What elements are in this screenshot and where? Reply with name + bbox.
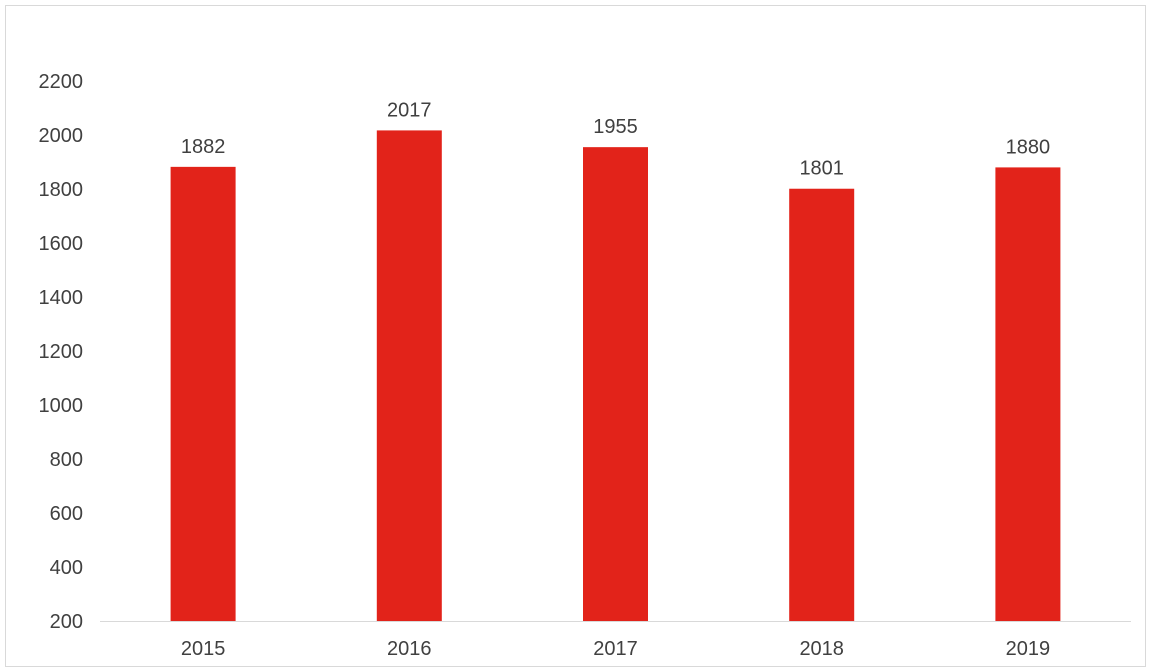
data-label-2019: 1880: [1006, 136, 1051, 158]
x-tick-label-2016: 2016: [387, 638, 432, 660]
bars: [170, 130, 1061, 622]
data-label-2017: 1955: [593, 116, 638, 138]
y-tick-label: 600: [50, 503, 83, 525]
y-tick-label: 2200: [39, 71, 84, 93]
y-tick-label: 1200: [39, 341, 84, 363]
data-labels: 1882 2017 1955 1801 1880: [181, 99, 1050, 179]
x-tick-label-2015: 2015: [181, 638, 226, 660]
x-tick-label-2017: 2017: [593, 638, 638, 660]
y-tick-label: 1800: [39, 179, 84, 201]
x-tick-label-2018: 2018: [799, 638, 844, 660]
y-tick-label: 800: [50, 449, 83, 471]
bar-2018: [789, 188, 855, 622]
bar-2015: [170, 166, 236, 622]
y-tick-label: 1400: [39, 287, 84, 309]
y-tick-label: 1000: [39, 395, 84, 417]
y-axis-labels: 200 400 600 800 1000 1200 1400 1600 1800 2000 2200: [39, 71, 84, 633]
y-tick-label: 400: [50, 557, 83, 579]
y-tick-label: 2000: [39, 125, 84, 147]
y-tick-label: 1600: [39, 233, 84, 255]
x-axis-labels: 2015 2016 2017 2018 2019: [181, 638, 1050, 660]
data-label-2015: 1882: [181, 136, 226, 158]
y-tick-label: 200: [50, 611, 83, 633]
x-tick-label-2019: 2019: [1006, 638, 1051, 660]
bar-2016: [376, 130, 442, 621]
bar-2019: [995, 167, 1061, 621]
bar-2017: [583, 147, 648, 621]
data-label-2018: 1801: [799, 158, 844, 180]
data-label-2016: 2017: [387, 99, 432, 121]
